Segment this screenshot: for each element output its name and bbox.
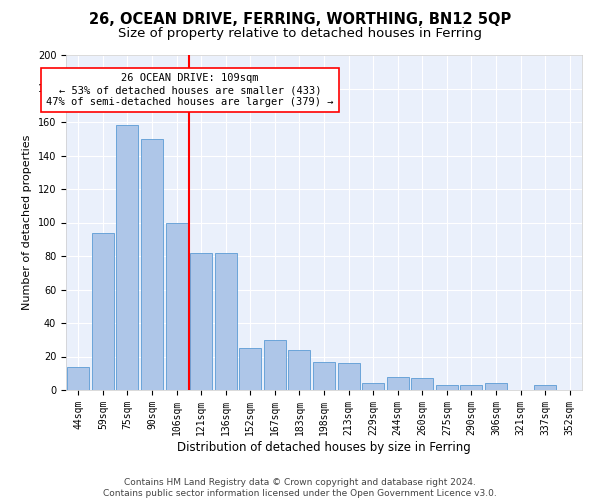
X-axis label: Distribution of detached houses by size in Ferring: Distribution of detached houses by size …	[177, 440, 471, 454]
Bar	[313, 362, 335, 390]
Text: 26, OCEAN DRIVE, FERRING, WORTHING, BN12 5QP: 26, OCEAN DRIVE, FERRING, WORTHING, BN12…	[89, 12, 511, 28]
Text: Contains HM Land Registry data © Crown copyright and database right 2024.
Contai: Contains HM Land Registry data © Crown c…	[103, 478, 497, 498]
Bar	[386, 376, 409, 390]
Bar	[534, 385, 556, 390]
Bar	[289, 350, 310, 390]
Bar	[338, 363, 359, 390]
Bar	[264, 340, 286, 390]
Bar	[485, 384, 507, 390]
Y-axis label: Number of detached properties: Number of detached properties	[22, 135, 32, 310]
Bar	[460, 385, 482, 390]
Text: 26 OCEAN DRIVE: 109sqm
← 53% of detached houses are smaller (433)
47% of semi-de: 26 OCEAN DRIVE: 109sqm ← 53% of detached…	[46, 74, 334, 106]
Bar	[215, 252, 237, 390]
Bar	[141, 138, 163, 390]
Bar	[190, 252, 212, 390]
Bar	[166, 222, 188, 390]
Bar	[436, 385, 458, 390]
Bar	[92, 232, 114, 390]
Bar	[411, 378, 433, 390]
Bar	[239, 348, 262, 390]
Bar	[116, 126, 139, 390]
Text: Size of property relative to detached houses in Ferring: Size of property relative to detached ho…	[118, 28, 482, 40]
Bar	[67, 366, 89, 390]
Bar	[362, 384, 384, 390]
